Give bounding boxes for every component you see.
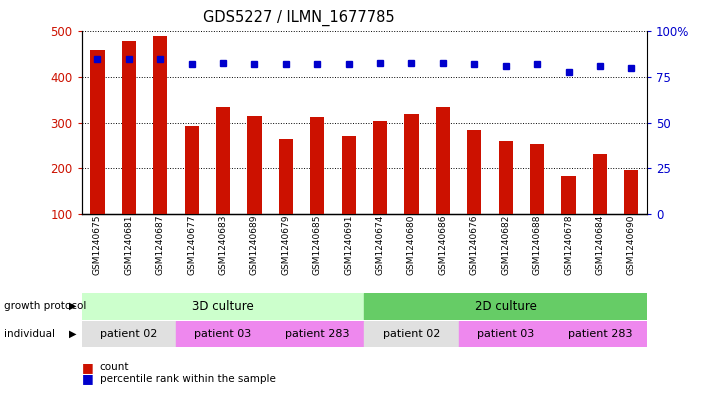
- Text: GSM1240676: GSM1240676: [470, 214, 479, 275]
- Bar: [467, 130, 481, 214]
- Text: patient 283: patient 283: [285, 329, 350, 339]
- Bar: [364, 293, 647, 320]
- Bar: [279, 139, 293, 214]
- Text: ▶: ▶: [68, 301, 76, 311]
- Bar: [593, 154, 607, 214]
- Text: GSM1240677: GSM1240677: [187, 214, 196, 275]
- Text: 2D culture: 2D culture: [475, 299, 537, 313]
- Text: GDS5227 / ILMN_1677785: GDS5227 / ILMN_1677785: [203, 10, 395, 26]
- Bar: [364, 321, 459, 347]
- Text: GSM1240682: GSM1240682: [501, 214, 510, 275]
- Text: GSM1240687: GSM1240687: [156, 214, 165, 275]
- Text: 3D culture: 3D culture: [192, 299, 254, 313]
- Bar: [436, 107, 450, 214]
- Text: GSM1240690: GSM1240690: [627, 214, 636, 275]
- Text: count: count: [100, 362, 129, 372]
- Bar: [405, 114, 419, 214]
- Bar: [341, 136, 356, 214]
- Text: GSM1240674: GSM1240674: [375, 214, 385, 275]
- Text: patient 03: patient 03: [194, 329, 252, 339]
- Text: ■: ■: [82, 372, 94, 386]
- Text: patient 02: patient 02: [383, 329, 440, 339]
- Bar: [562, 176, 576, 214]
- Bar: [553, 321, 647, 347]
- Text: GSM1240684: GSM1240684: [595, 214, 604, 275]
- Text: ■: ■: [82, 360, 94, 374]
- Text: GSM1240685: GSM1240685: [313, 214, 322, 275]
- Text: ▶: ▶: [68, 329, 76, 339]
- Text: GSM1240686: GSM1240686: [439, 214, 447, 275]
- Text: individual: individual: [4, 329, 55, 339]
- Text: percentile rank within the sample: percentile rank within the sample: [100, 374, 275, 384]
- Text: GSM1240691: GSM1240691: [344, 214, 353, 275]
- Bar: [176, 321, 270, 347]
- Text: patient 03: patient 03: [477, 329, 535, 339]
- Bar: [82, 293, 364, 320]
- Text: patient 02: patient 02: [100, 329, 158, 339]
- Bar: [216, 107, 230, 214]
- Text: GSM1240680: GSM1240680: [407, 214, 416, 275]
- Text: GSM1240683: GSM1240683: [218, 214, 228, 275]
- Bar: [459, 321, 553, 347]
- Bar: [498, 141, 513, 214]
- Text: growth protocol: growth protocol: [4, 301, 86, 311]
- Bar: [270, 321, 364, 347]
- Bar: [82, 321, 176, 347]
- Bar: [310, 117, 324, 214]
- Text: patient 283: patient 283: [567, 329, 632, 339]
- Bar: [373, 121, 387, 214]
- Text: GSM1240688: GSM1240688: [533, 214, 542, 275]
- Bar: [153, 36, 167, 214]
- Bar: [247, 116, 262, 214]
- Text: GSM1240689: GSM1240689: [250, 214, 259, 275]
- Bar: [122, 40, 136, 214]
- Text: GSM1240681: GSM1240681: [124, 214, 134, 275]
- Bar: [185, 126, 199, 214]
- Text: GSM1240679: GSM1240679: [282, 214, 290, 275]
- Text: GSM1240678: GSM1240678: [564, 214, 573, 275]
- Bar: [530, 144, 544, 214]
- Bar: [624, 170, 638, 214]
- Bar: [90, 50, 105, 214]
- Text: GSM1240675: GSM1240675: [93, 214, 102, 275]
